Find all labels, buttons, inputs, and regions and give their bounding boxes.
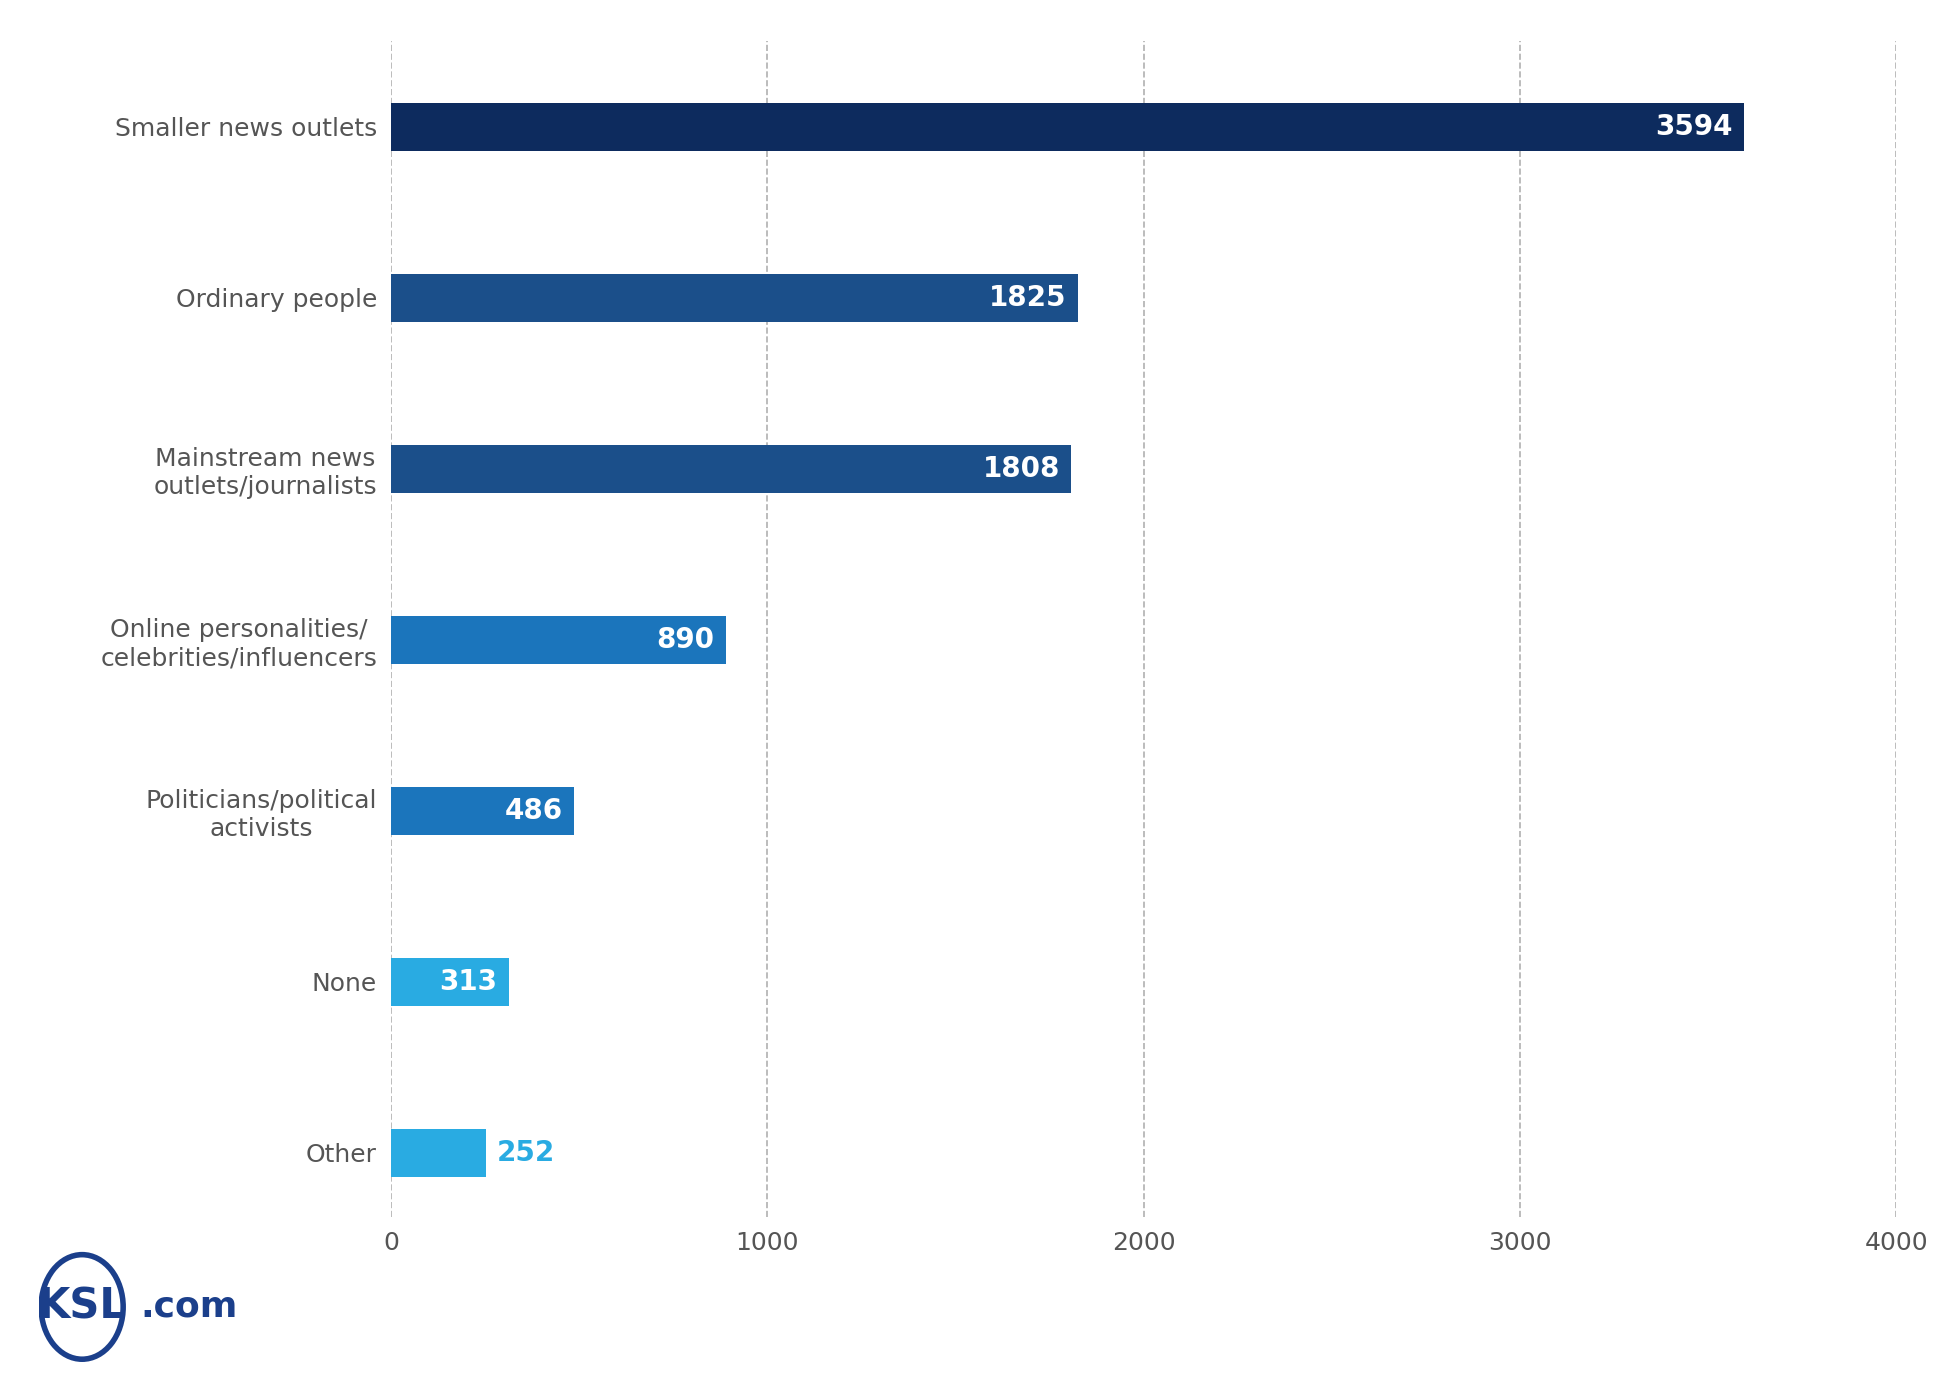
- Text: 1808: 1808: [983, 455, 1060, 483]
- Text: .com: .com: [141, 1290, 239, 1324]
- Bar: [391, 445, 1071, 492]
- Text: KSL: KSL: [37, 1286, 127, 1328]
- Text: 890: 890: [657, 626, 716, 654]
- Text: 486: 486: [504, 797, 563, 824]
- Bar: [391, 1129, 487, 1177]
- Text: 3594: 3594: [1654, 113, 1732, 141]
- Bar: [391, 615, 725, 664]
- Bar: [391, 102, 1744, 151]
- Text: 252: 252: [497, 1140, 555, 1167]
- Text: 1825: 1825: [989, 284, 1067, 313]
- Bar: [391, 274, 1077, 322]
- Bar: [391, 958, 508, 1005]
- Bar: [391, 787, 575, 835]
- Text: 313: 313: [440, 968, 497, 996]
